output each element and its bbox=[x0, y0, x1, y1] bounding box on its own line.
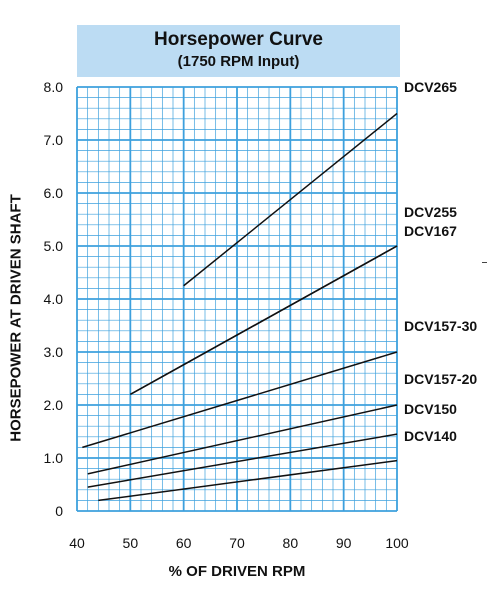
y-tick-label: 4.0 bbox=[44, 291, 64, 307]
chart-title: Horsepower Curve bbox=[154, 29, 323, 50]
series-line-dcv157-30 bbox=[82, 351, 398, 449]
series-label-dcv157-30: DCV157-30 bbox=[404, 318, 477, 334]
x-tick-label: 40 bbox=[69, 535, 85, 551]
x-tick-label: 90 bbox=[336, 535, 352, 551]
x-tick-label: 100 bbox=[385, 535, 409, 551]
y-tick-label: 5.0 bbox=[44, 238, 64, 254]
x-tick-label: 70 bbox=[229, 535, 245, 551]
series-label-dcv150: DCV150 bbox=[404, 401, 457, 417]
y-tick-label: 2.0 bbox=[44, 397, 64, 413]
series-labels: DCV265 DCV255 DCV167 DCV157-30 DCV157-20 DCV1… bbox=[404, 79, 477, 444]
y-tick-label: 3.0 bbox=[44, 344, 64, 360]
x-tick-label: 80 bbox=[283, 535, 299, 551]
series-label-dcv140: DCV140 bbox=[404, 428, 457, 444]
series-lines bbox=[82, 112, 398, 502]
chart-subtitle: (1750 RPM Input) bbox=[177, 53, 300, 70]
y-axis-label: HORSEPOWER AT DRIVEN SHAFT bbox=[7, 194, 25, 442]
series-line-dcv140 bbox=[98, 459, 398, 502]
series-line-dcv157-20 bbox=[87, 404, 398, 475]
y-tick-label: 0 bbox=[55, 503, 63, 519]
y-tick-label: 7.0 bbox=[44, 132, 64, 148]
x-axis-label: % OF DRIVEN RPM bbox=[168, 563, 306, 580]
y-tick-label: 6.0 bbox=[44, 185, 64, 201]
x-tick-label: 60 bbox=[176, 535, 192, 551]
series-line-dcv265 bbox=[183, 112, 398, 287]
series-line-dcv150 bbox=[87, 433, 398, 488]
y-tick-label: 8.0 bbox=[44, 79, 64, 95]
x-tick-label: 50 bbox=[123, 535, 139, 551]
series-label-dcv157-20: DCV157-20 bbox=[404, 371, 477, 387]
tick-labels: 40 50 60 70 80 90 100 0 1.0 2.0 3.0 4.0 5.0 6.0 7.0 8.0 bbox=[44, 79, 409, 551]
series-label-dcv255: DCV255 bbox=[404, 204, 457, 220]
series-label-dcv167: DCV167 bbox=[404, 223, 457, 239]
series-label-dcv265: DCV265 bbox=[404, 79, 457, 95]
stray-dash bbox=[482, 262, 487, 263]
grid bbox=[76, 86, 398, 512]
chart-title-box: Horsepower Curve (1750 RPM Input) bbox=[77, 25, 400, 77]
y-tick-label: 1.0 bbox=[44, 450, 64, 466]
series-line-dcv167 bbox=[129, 245, 398, 396]
